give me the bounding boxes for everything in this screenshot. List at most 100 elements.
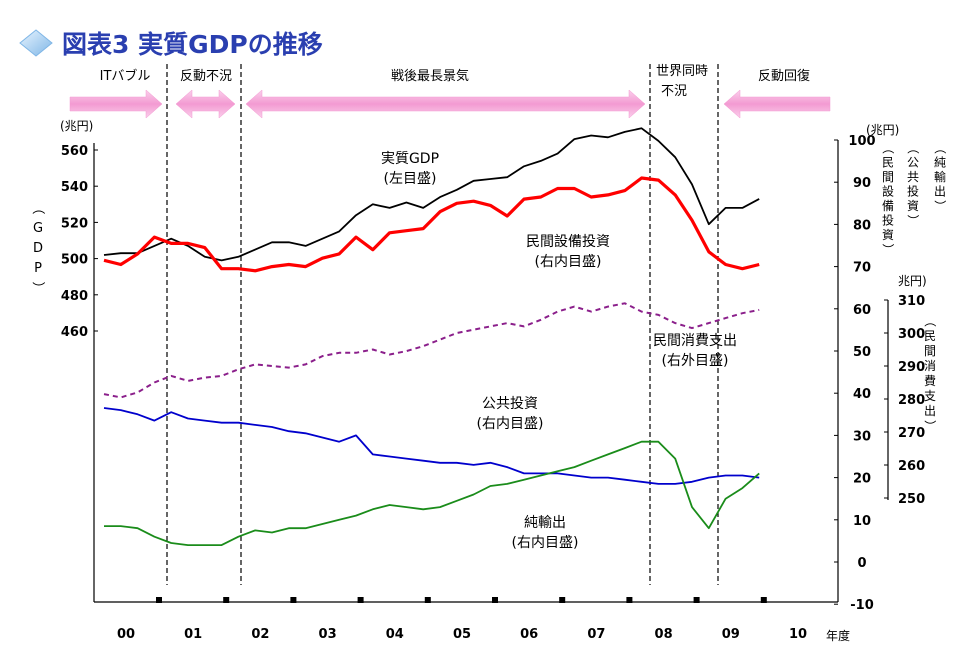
right-inner-axis-unit: (兆円) bbox=[866, 123, 899, 137]
phase-label-longest-expansion: 戦後最長景気 bbox=[391, 68, 469, 84]
x-tick-05: 05 bbox=[453, 627, 471, 642]
x-tickmark-01 bbox=[223, 597, 230, 603]
left-axis-tick-520: 520 bbox=[61, 216, 88, 231]
series-label-note-2: (右外目盛) bbox=[662, 353, 729, 369]
left-axis-tick-540: 540 bbox=[61, 180, 88, 195]
svg-text:出: 出 bbox=[934, 185, 946, 199]
series-line-1 bbox=[103, 176, 760, 273]
left-axis-tick-480: 480 bbox=[61, 289, 88, 304]
left-axis: 460 480 500 520 540 560 bbox=[61, 144, 98, 340]
series-label-2: 民間消費支出 bbox=[653, 333, 737, 349]
right-inner-tick-70: 70 bbox=[853, 261, 871, 276]
right-outer-axis-title: （ 民間消費支出 ） bbox=[923, 315, 937, 432]
left-axis-tick-560: 560 bbox=[61, 144, 88, 159]
right-outer-tick-250: 250 bbox=[898, 492, 925, 507]
series-label-1: 民間設備投資 bbox=[526, 234, 610, 250]
right-outer-tick-270: 270 bbox=[898, 426, 925, 441]
series-line-2 bbox=[103, 302, 760, 399]
svg-text:出: 出 bbox=[924, 404, 936, 418]
svg-text:）: ） bbox=[923, 420, 937, 432]
svg-text:輸: 輸 bbox=[934, 169, 946, 184]
right-inner-tick-90: 90 bbox=[853, 176, 871, 191]
right-outer-axis: 250 260 270 280 290 300 310 bbox=[884, 294, 925, 507]
x-tick-08: 08 bbox=[655, 627, 673, 642]
right-outer-tick-280: 280 bbox=[898, 393, 925, 408]
svg-text:P: P bbox=[34, 261, 42, 276]
svg-text:（: （ bbox=[881, 142, 895, 154]
page-title: 図表3 実質GDPの推移 bbox=[62, 30, 323, 59]
svg-text:投: 投 bbox=[882, 213, 894, 228]
x-tick-10: 10 bbox=[789, 627, 807, 642]
x-tick-03: 03 bbox=[319, 627, 337, 642]
right-inner-axis: -10 0 10 20 30 40 50 60 70 80 90 100 bbox=[834, 134, 876, 613]
x-tickmark-04 bbox=[424, 597, 431, 603]
svg-text:公: 公 bbox=[907, 156, 919, 170]
right-outer-axis-unit: 兆円) bbox=[898, 274, 927, 288]
svg-text:）: ） bbox=[906, 214, 920, 226]
x-tick-01: 01 bbox=[184, 627, 202, 642]
x-axis-label: 年度 bbox=[826, 628, 850, 643]
vertical-axis-titles: （GDP）（民間設備投資）（公共投資）（純輸出）（民間消費支出） bbox=[30, 142, 947, 432]
x-tick-04: 04 bbox=[386, 627, 404, 642]
svg-text:（: （ bbox=[923, 315, 937, 327]
svg-text:）: ） bbox=[933, 200, 947, 212]
svg-text:（: （ bbox=[906, 142, 920, 154]
x-tick-07: 07 bbox=[587, 627, 605, 642]
series-labels: 実質GDP (左目盛) 民間設備投資 (右内目盛) 民間消費支出 (右外目盛) 公共投資 (右… bbox=[381, 151, 737, 551]
right-inner-tick-40: 40 bbox=[853, 387, 871, 402]
x-tickmark-00 bbox=[156, 597, 162, 603]
phase-arrow-it-bubble bbox=[69, 89, 163, 119]
left-axis-title: （ GDP ） bbox=[30, 201, 45, 294]
series-layer bbox=[103, 127, 760, 546]
phase-label-global-recession-2: 不況 bbox=[661, 84, 687, 99]
phase-label-it-bubble: ITバブル bbox=[100, 68, 151, 84]
svg-text:（: （ bbox=[30, 201, 45, 214]
right-inner-tick-50: 50 bbox=[853, 345, 871, 360]
x-tick-06: 06 bbox=[520, 627, 538, 642]
right-inner-tick--10: -10 bbox=[850, 598, 874, 613]
series-label-3: 公共投資 bbox=[482, 396, 538, 412]
diamond-icon bbox=[19, 29, 53, 57]
series-label-note-3: (右内目盛) bbox=[477, 416, 544, 432]
phase-dividers bbox=[166, 64, 719, 585]
x-tickmark-05 bbox=[492, 597, 498, 603]
svg-text:民: 民 bbox=[924, 329, 936, 343]
svg-text:投: 投 bbox=[907, 184, 919, 199]
series-label-4: 純輸出 bbox=[524, 515, 566, 531]
svg-text:）: ） bbox=[881, 243, 895, 255]
svg-text:（: （ bbox=[933, 142, 947, 154]
svg-text:資: 資 bbox=[907, 199, 919, 213]
x-tickmark-03 bbox=[357, 597, 364, 603]
series-label-note-0: (左目盛) bbox=[384, 171, 437, 187]
svg-text:資: 資 bbox=[882, 228, 894, 242]
svg-text:間: 間 bbox=[924, 344, 936, 358]
svg-text:D: D bbox=[33, 241, 43, 256]
right-inner-axis-title-0: （ 民間設備投資） bbox=[881, 142, 895, 256]
phase-arrow-longest-expansion bbox=[245, 89, 646, 119]
right-inner-axis-title-1: （ 公共投資） bbox=[906, 142, 920, 227]
svg-text:民: 民 bbox=[882, 156, 894, 170]
series-line-3 bbox=[103, 407, 760, 485]
x-axis: 00 01 02 03 04 05 06 07 08 09 10 bbox=[117, 597, 807, 642]
right-inner-tick-10: 10 bbox=[853, 514, 871, 529]
phase-label-rebound-recovery: 反動回復 bbox=[758, 68, 810, 84]
right-inner-tick-20: 20 bbox=[853, 472, 871, 487]
x-tickmark-08 bbox=[693, 597, 700, 603]
svg-text:費: 費 bbox=[924, 373, 936, 388]
phase-label-global-recession-1: 世界同時 bbox=[656, 64, 708, 79]
x-tick-09: 09 bbox=[722, 627, 740, 642]
x-tickmark-09 bbox=[760, 597, 767, 603]
plot-frame bbox=[93, 140, 889, 603]
series-line-4 bbox=[104, 440, 760, 546]
svg-text:支: 支 bbox=[924, 389, 936, 403]
left-axis-unit: (兆円) bbox=[60, 119, 93, 133]
series-label-note-1: (右内目盛) bbox=[535, 254, 602, 270]
phase-arrow-rebound-recovery bbox=[723, 89, 831, 119]
svg-text:）: ） bbox=[30, 281, 45, 294]
right-inner-tick-0: 0 bbox=[857, 556, 866, 571]
svg-text:共: 共 bbox=[907, 170, 919, 184]
svg-text:設: 設 bbox=[882, 184, 894, 199]
series-label-note-4: (右内目盛) bbox=[512, 535, 579, 551]
